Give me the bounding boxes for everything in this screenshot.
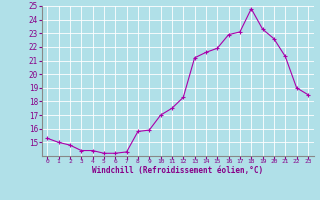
X-axis label: Windchill (Refroidissement éolien,°C): Windchill (Refroidissement éolien,°C) [92,166,263,175]
